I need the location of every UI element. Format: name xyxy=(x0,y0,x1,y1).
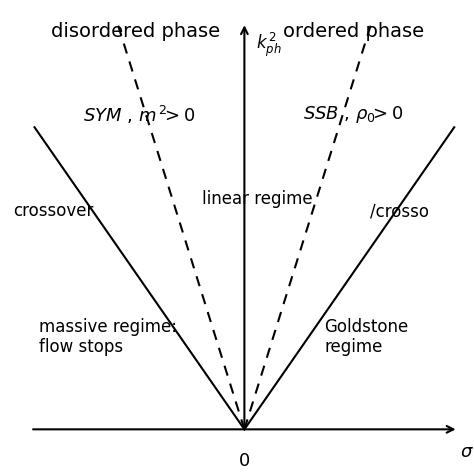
Text: $\mathit{SSB}$ , $\mathit{\rho}_0\!\!>0$: $\mathit{SSB}$ , $\mathit{\rho}_0\!\!>0$ xyxy=(303,104,404,125)
Text: Goldstone
regime: Goldstone regime xyxy=(324,318,409,356)
Text: $k^{\,2}_{ph}$: $k^{\,2}_{ph}$ xyxy=(256,31,282,59)
Text: disordered phase: disordered phase xyxy=(51,22,220,41)
Text: massive regime:
flow stops: massive regime: flow stops xyxy=(39,318,177,356)
Text: crossover: crossover xyxy=(13,202,93,220)
Text: /crosso: /crosso xyxy=(370,202,429,220)
Text: ordered phase: ordered phase xyxy=(283,22,424,41)
Text: 0: 0 xyxy=(239,452,250,470)
Text: linear regime: linear regime xyxy=(201,190,312,208)
Text: $\mathit{SYM}$ , $\mathit{m}^{\,2}\!\!>0$: $\mathit{SYM}$ , $\mathit{m}^{\,2}\!\!>0… xyxy=(83,104,196,126)
Text: σ: σ xyxy=(461,443,472,461)
